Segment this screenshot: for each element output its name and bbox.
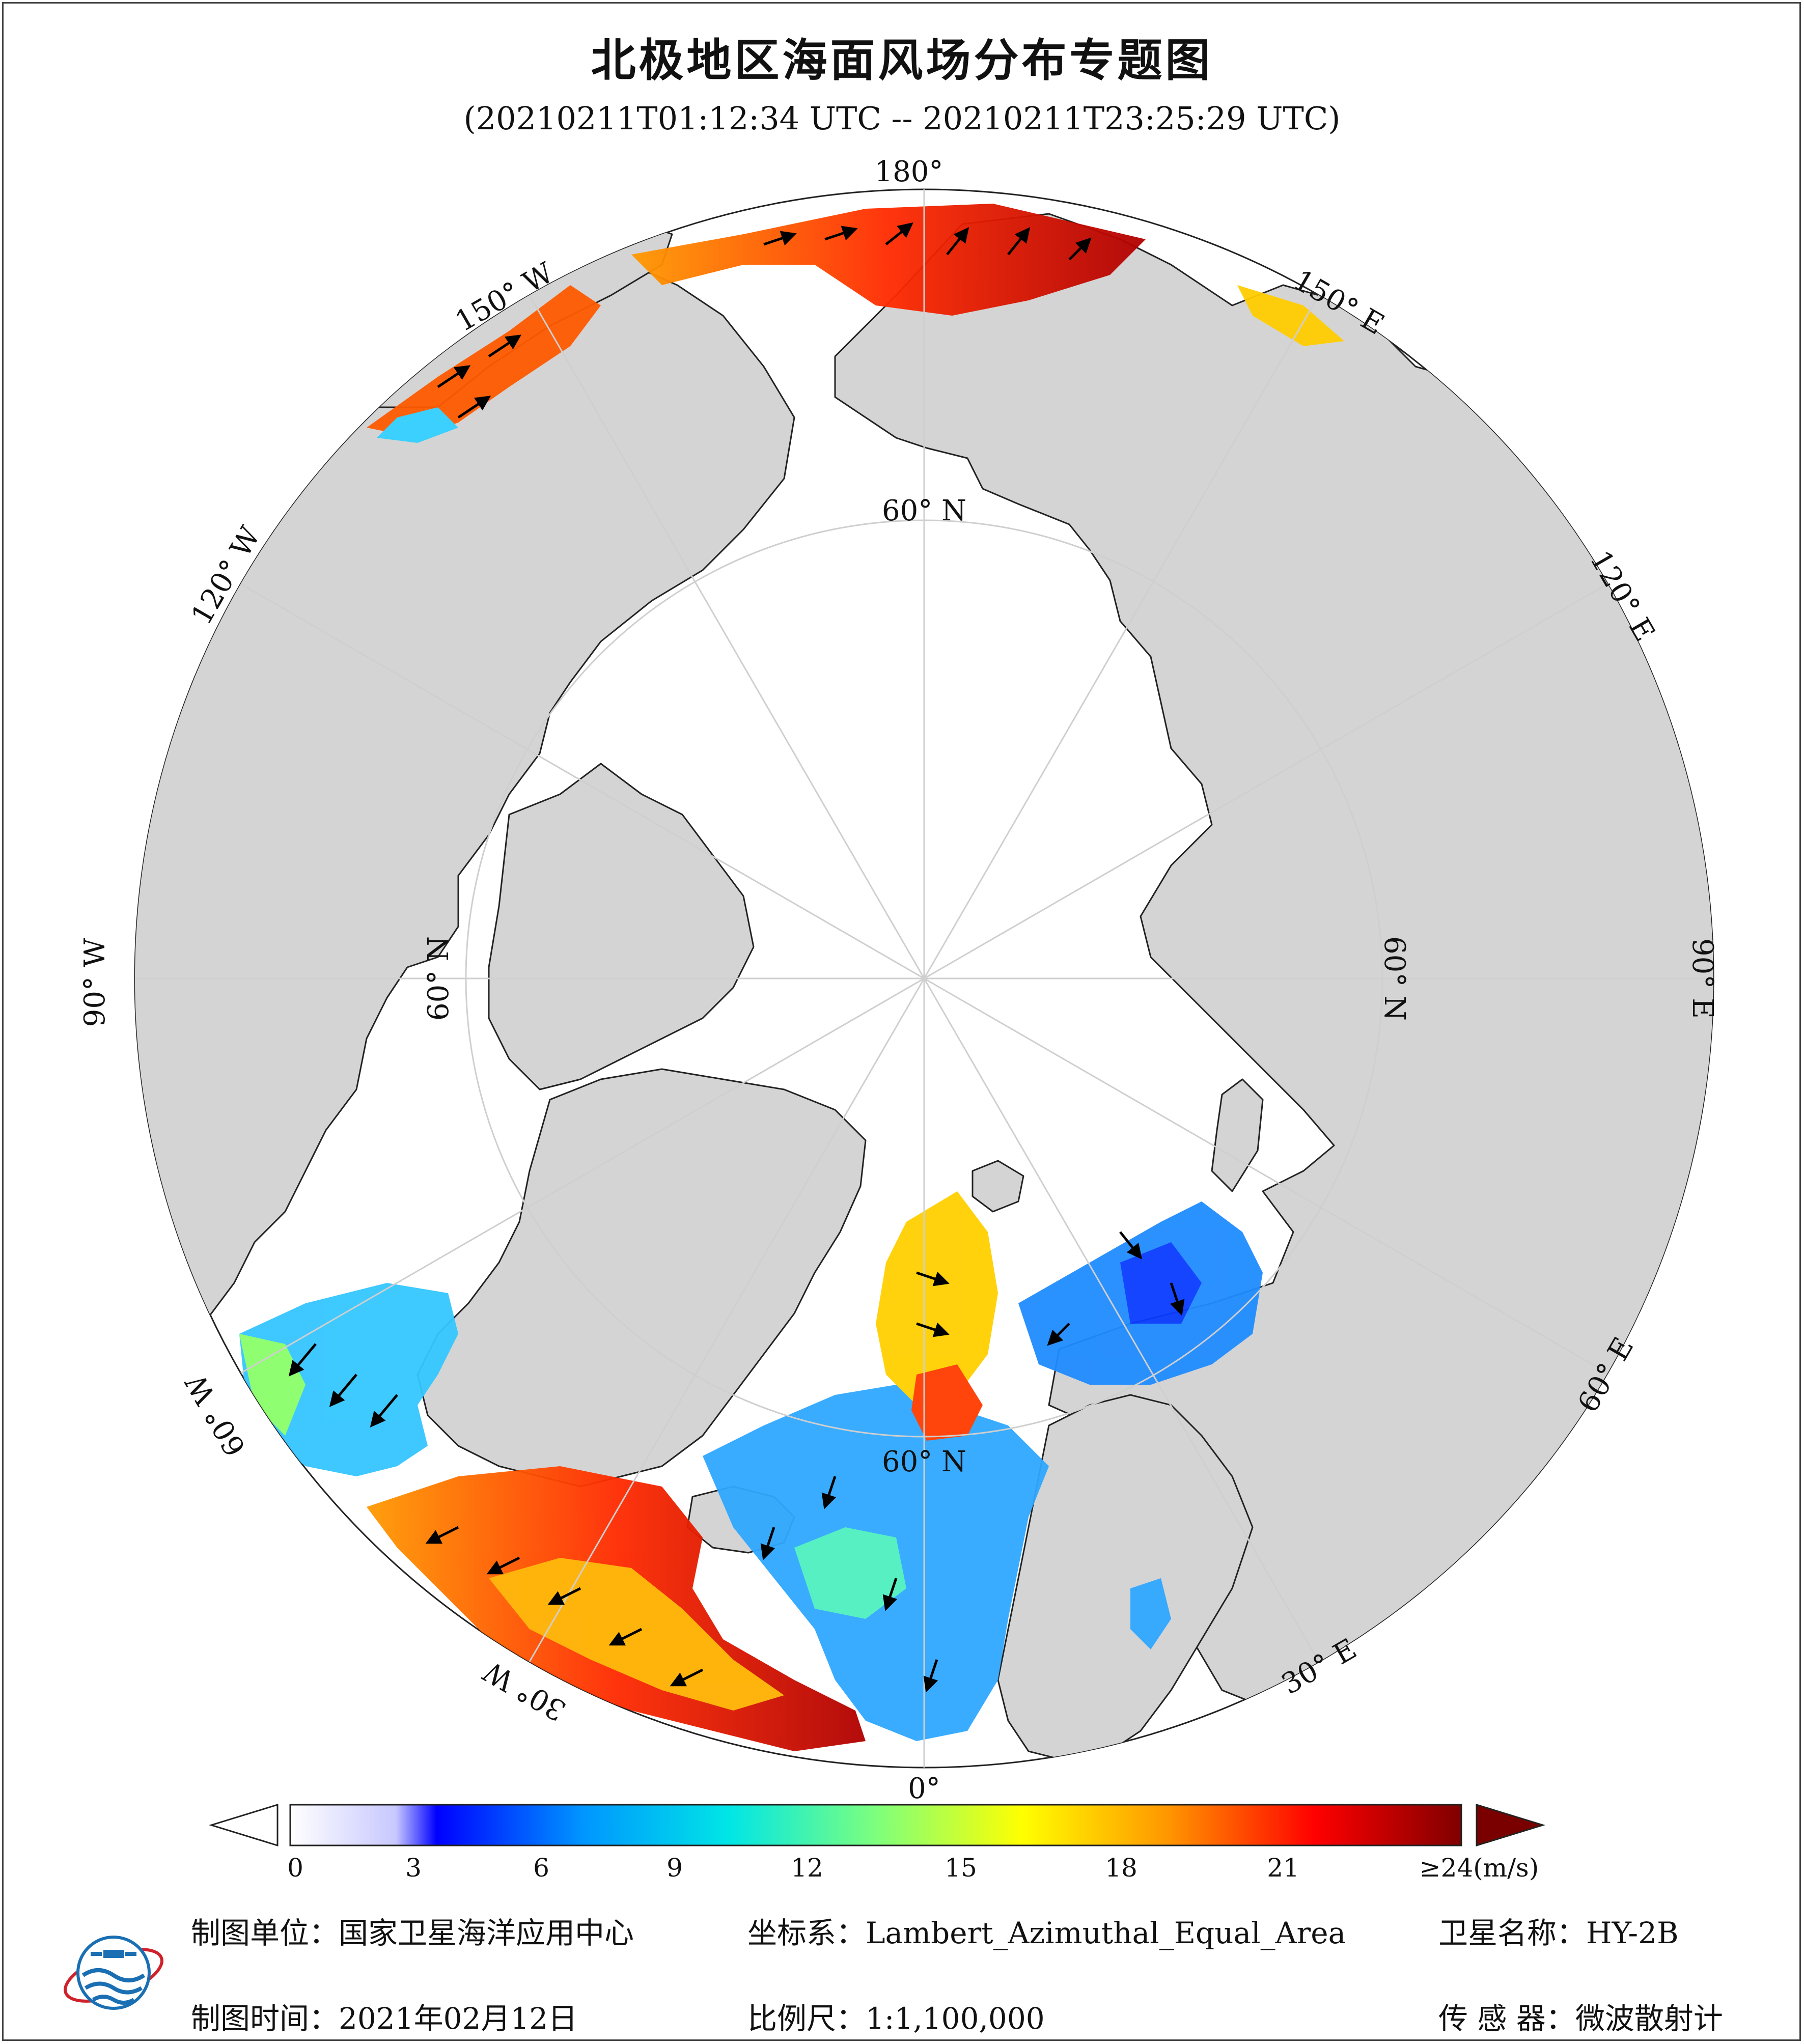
colorbar-tick-3: 3	[405, 1853, 422, 1883]
latitude-labels: 60° N 60° N 60° N 60° N	[422, 494, 1411, 1478]
colorbar-min-extend	[208, 1803, 279, 1847]
swath-alaska-nw	[367, 285, 601, 438]
footer-sensor: 传 感 器：微波散射计	[1438, 2001, 1723, 2036]
swath-alaska-nw-cool	[377, 407, 458, 443]
novaya-zemlya	[1211, 1078, 1264, 1192]
colorbar-gradient	[289, 1804, 1462, 1846]
scandinavia	[997, 1394, 1254, 1762]
footer-coordinate-system: 坐标系：Lambert_Azimuthal_Equal_Area	[747, 1916, 1346, 1950]
colorbar	[208, 1803, 1546, 1847]
footer-date: 制图时间：2021年02月12日	[191, 2001, 578, 2036]
wind-vectors	[288, 222, 1185, 1693]
swath-baltic	[1130, 1578, 1171, 1649]
colorbar-tick-21: 21	[1267, 1853, 1299, 1883]
graticule	[135, 189, 1713, 1768]
svalbard	[972, 1160, 1024, 1213]
lat-label-top: 60° N	[882, 494, 966, 527]
colorbar-tick-24: ≥24(m/s)	[1419, 1853, 1539, 1883]
lon-label-90e: 90° E	[1686, 938, 1719, 1019]
colorbar-tick-18: 18	[1105, 1853, 1137, 1883]
time-range-subtitle: (20210211T01:12:34 UTC -- 20210211T23:25…	[463, 100, 1341, 137]
colorbar-tick-12: 12	[791, 1853, 823, 1883]
colorbar-tick-15: 15	[945, 1853, 977, 1883]
colorbar-tick-0: 0	[287, 1853, 303, 1883]
footer-scale: 比例尺：1:1,100,000	[747, 2001, 1045, 2036]
lon-label-60w: 60° W	[179, 1368, 253, 1462]
swath-fram-strait	[876, 1191, 998, 1405]
lon-label-90w: 90° W	[78, 938, 112, 1027]
swath-fram-core	[911, 1364, 983, 1441]
lon-label-180: 180°	[875, 155, 943, 188]
canadian-archipelago	[488, 763, 755, 1090]
footer-org: 制图单位：国家卫星海洋应用中心	[191, 1916, 634, 1950]
lat-label-bottom: 60° N	[882, 1445, 966, 1478]
lat-label-right: 60° N	[1378, 936, 1411, 1021]
colorbar-max-extend	[1476, 1803, 1546, 1847]
footer-satellite: 卫星名称：HY-2B	[1438, 1916, 1679, 1950]
colorbar-tick-9: 9	[667, 1853, 683, 1883]
swath-baffin-left	[239, 1283, 458, 1476]
nsoas-logo	[64, 1936, 163, 2010]
swath-baffin-green	[239, 1334, 306, 1436]
colorbar-tick-6: 6	[533, 1853, 549, 1883]
lon-label-0: 0°	[908, 1772, 940, 1805]
lat-label-left: 60° N	[422, 936, 455, 1021]
swath-east-siberia	[1237, 285, 1344, 346]
swath-norwegian-green	[794, 1527, 906, 1619]
map-title: 北极地区海面风场分布专题图	[591, 34, 1213, 87]
